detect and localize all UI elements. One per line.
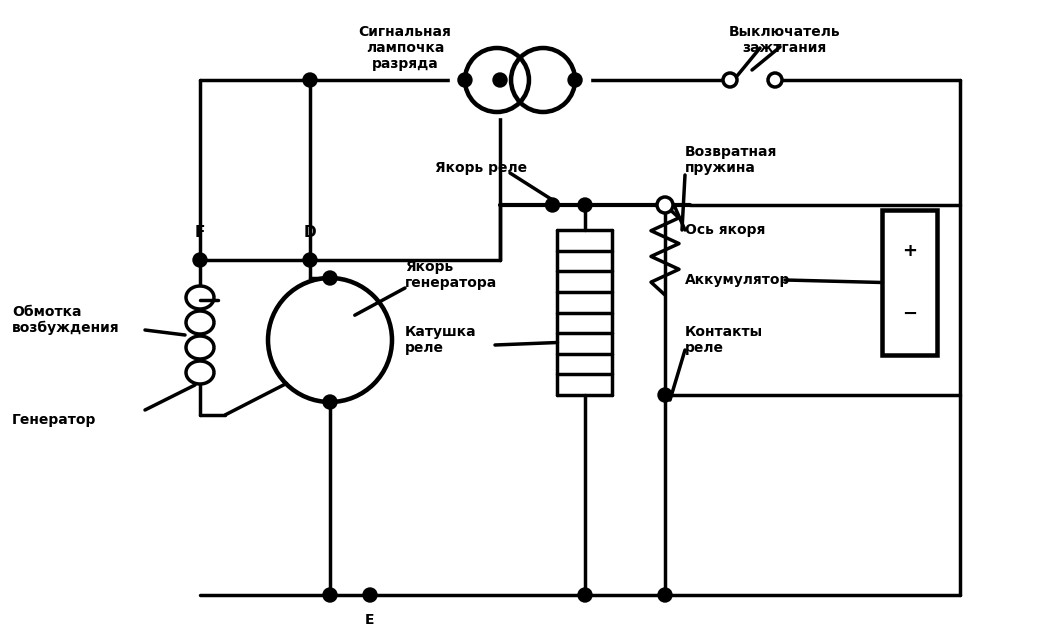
Text: Якорь реле: Якорь реле (435, 161, 527, 175)
Circle shape (323, 588, 337, 602)
Circle shape (578, 588, 592, 602)
Circle shape (303, 253, 317, 267)
Circle shape (493, 73, 506, 87)
Circle shape (568, 73, 582, 87)
Circle shape (768, 73, 782, 87)
Circle shape (193, 253, 207, 267)
Text: −: − (903, 305, 917, 323)
Circle shape (363, 588, 376, 602)
Text: Якорь
генератора: Якорь генератора (405, 260, 497, 290)
Circle shape (658, 588, 672, 602)
Circle shape (323, 271, 337, 285)
Text: Выключатель
зажтгания: Выключатель зажтгания (729, 25, 840, 55)
Bar (883, 210, 937, 355)
Text: Катушка
реле: Катушка реле (405, 325, 476, 355)
Circle shape (323, 395, 337, 409)
Circle shape (578, 198, 592, 212)
Circle shape (303, 73, 317, 87)
Circle shape (458, 73, 472, 87)
Text: Возвратная
пружина: Возвратная пружина (685, 145, 777, 175)
Text: +: + (903, 242, 917, 260)
Circle shape (546, 198, 560, 212)
Text: E: E (365, 613, 374, 627)
Text: Контакты
реле: Контакты реле (685, 325, 763, 355)
Text: Генератор: Генератор (12, 413, 97, 427)
Circle shape (658, 388, 672, 402)
Text: Обмотка
возбуждения: Обмотка возбуждения (12, 305, 120, 335)
Text: Аккумулятор: Аккумулятор (685, 273, 790, 287)
Bar (449, 43, 591, 117)
Circle shape (657, 197, 673, 213)
Circle shape (723, 73, 737, 87)
Text: Сигнальная
лампочка
разряда: Сигнальная лампочка разряда (359, 25, 451, 72)
Text: F: F (194, 225, 205, 240)
Text: Ось якоря: Ось якоря (685, 223, 765, 237)
Text: D: D (304, 225, 316, 240)
